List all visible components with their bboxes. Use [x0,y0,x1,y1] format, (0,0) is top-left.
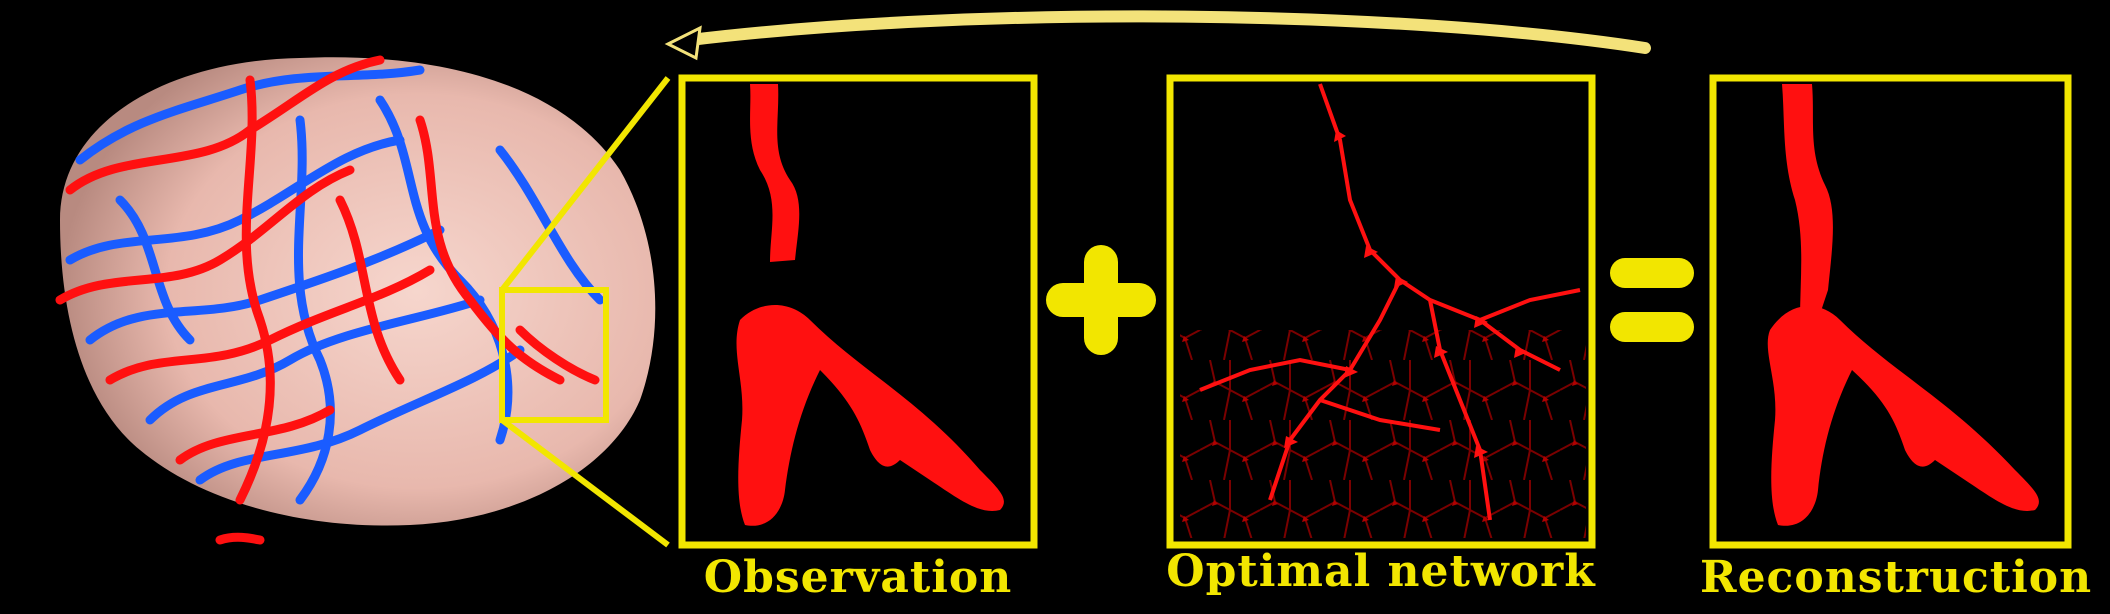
zoom-line-bottom [500,417,670,548]
zoom-box [499,287,609,423]
optimal-network-panel [1166,74,1596,549]
brain-image [55,55,671,548]
feedback-arrow [664,10,1651,61]
observation-panel [678,74,1038,549]
caption-observation: Observation [703,552,1013,603]
equals-operator [1610,258,1694,342]
reconstruction-panel [1709,74,2072,549]
zoom-line-top [499,76,671,292]
plus-operator [1046,245,1156,355]
caption-optimal-network: Optimal network [1166,546,1596,597]
caption-reconstruction: Reconstruction [1700,552,2093,603]
